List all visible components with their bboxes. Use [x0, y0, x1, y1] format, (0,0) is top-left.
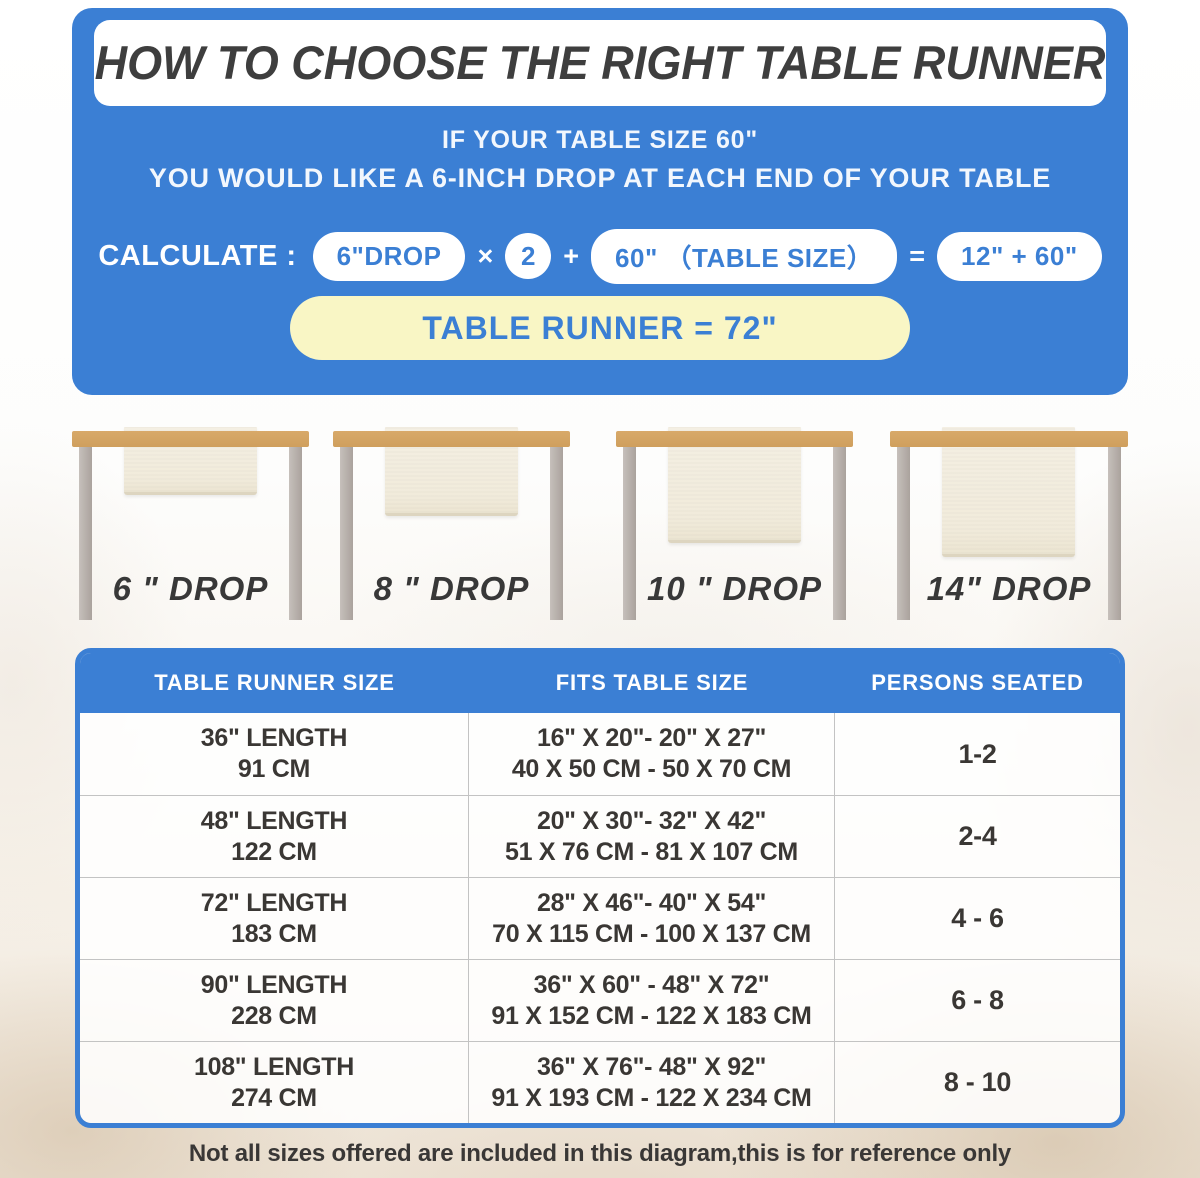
table-leg	[833, 447, 846, 620]
equals-sign: =	[909, 240, 926, 271]
runner-size-cell: 90" LENGTH 228 CM	[80, 960, 469, 1041]
result-pill: TABLE RUNNER = 72"	[290, 296, 910, 360]
table-figure-6-inch: 6 " DROP	[72, 427, 309, 627]
runner-size-inches: 36" LENGTH	[200, 724, 348, 752]
table-size-pill: 60" （TABLE SIZE）	[591, 228, 898, 284]
header-fits-table-size: FITS TABLE SIZE	[555, 670, 749, 695]
table-row: 72" LENGTH 183 CM 28" X 46"- 40" X 54" 7…	[80, 877, 1120, 959]
persons-value: 2-4	[958, 821, 997, 851]
table-row: 108" LENGTH 274 CM 36" X 76"- 48" X 92" …	[80, 1041, 1120, 1123]
runner-size-cell: 72" LENGTH 183 CM	[80, 878, 469, 959]
fits-size-cm: 91 X 193 CM - 122 X 234 CM	[491, 1083, 812, 1112]
size-table-header: TABLE RUNNER SIZE FITS TABLE SIZE PERSON…	[80, 653, 1120, 713]
table-row: 36" LENGTH 91 CM 16" X 20"- 20" X 27" 40…	[80, 713, 1120, 795]
tabletop	[616, 431, 853, 447]
size-reference-table: TABLE RUNNER SIZE FITS TABLE SIZE PERSON…	[75, 648, 1125, 1128]
fits-size-cell: 28" X 46"- 40" X 54" 70 X 115 CM - 100 X…	[469, 878, 836, 959]
persons-cell: 1-2	[835, 713, 1120, 795]
runner-size-cell: 108" LENGTH 274 CM	[80, 1042, 469, 1123]
result-text: TABLE RUNNER = 72"	[422, 309, 778, 346]
title-box: HOW TO CHOOSE THE RIGHT TABLE RUNNER	[94, 20, 1106, 106]
persons-value: 6 - 8	[951, 985, 1004, 1015]
plus-sign: +	[563, 240, 580, 271]
fits-size-inches: 36" X 76"- 48" X 92"	[536, 1052, 767, 1081]
runner-size-cm: 183 CM	[231, 919, 317, 948]
table-leg	[1108, 447, 1121, 620]
runner-size-cm: 91 CM	[237, 755, 311, 783]
fits-size-inches: 28" X 46"- 40" X 54"	[536, 888, 767, 917]
fits-size-cm: 91 X 152 CM - 122 X 183 CM	[491, 1001, 812, 1030]
table-figure-14-inch: 14" DROP	[890, 427, 1128, 627]
fits-size-cm: 40 X 50 CM - 50 X 70 CM	[511, 755, 792, 783]
runner-size-cm: 228 CM	[231, 1001, 317, 1030]
fits-size-inches: 20" X 30"- 32" X 42"	[536, 806, 767, 835]
fits-size-cell: 36" X 76"- 48" X 92" 91 X 193 CM - 122 X…	[469, 1042, 836, 1123]
runner-size-cell: 36" LENGTH 91 CM	[80, 713, 469, 795]
runner-illustration	[942, 427, 1075, 557]
calculation-row: CALCULATE : 6"DROP × 2 + 60" （TABLE SIZE…	[72, 228, 1128, 284]
persons-value: 4 - 6	[951, 903, 1004, 933]
calculate-label: CALCULATE :	[98, 239, 297, 272]
runner-size-cm: 274 CM	[231, 1083, 317, 1112]
disclaimer-note: Not all sizes offered are included in th…	[188, 1140, 1012, 1167]
drop-value-pill: 6"DROP	[312, 231, 466, 281]
fits-size-cell: 20" X 30"- 32" X 42" 51 X 76 CM - 81 X 1…	[469, 796, 836, 877]
persons-value: 1-2	[958, 738, 997, 769]
fits-size-cell: 36" X 60" - 48" X 72" 91 X 152 CM - 122 …	[469, 960, 836, 1041]
runner-size-cell: 48" LENGTH 122 CM	[80, 796, 469, 877]
runner-size-inches: 48" LENGTH	[200, 806, 348, 835]
table-figure-8-inch: 8 " DROP	[333, 427, 570, 627]
sum-pill: 12" + 60"	[937, 231, 1102, 281]
drop-label: 8 " DROP	[373, 570, 530, 607]
table-figure-10-inch: 10 " DROP	[616, 427, 853, 627]
multiply-sign: ×	[477, 240, 494, 271]
runner-size-inches: 90" LENGTH	[200, 970, 348, 999]
table-row: 48" LENGTH 122 CM 20" X 30"- 32" X 42" 5…	[80, 795, 1120, 877]
table-leg	[550, 447, 563, 620]
fits-size-cm: 51 X 76 CM - 81 X 107 CM	[505, 837, 798, 866]
header-persons-seated: PERSONS SEATED	[871, 670, 1084, 695]
page-title: HOW TO CHOOSE THE RIGHT TABLE RUNNER	[94, 35, 1106, 90]
tabletop	[72, 431, 309, 447]
header-runner-size: TABLE RUNNER SIZE	[154, 670, 395, 695]
runner-size-cm: 122 CM	[231, 837, 317, 866]
fits-size-cell: 16" X 20"- 20" X 27" 40 X 50 CM - 50 X 7…	[469, 713, 836, 795]
table-leg	[623, 447, 636, 620]
persons-cell: 4 - 6	[835, 878, 1120, 959]
fits-size-inches: 36" X 60" - 48" X 72"	[533, 970, 770, 999]
subtitle-line-1: IF YOUR TABLE SIZE 60"	[441, 126, 759, 154]
drop-label: 14" DROP	[926, 570, 1092, 607]
table-row: 90" LENGTH 228 CM 36" X 60" - 48" X 72" …	[80, 959, 1120, 1041]
persons-cell: 6 - 8	[835, 960, 1120, 1041]
tabletop	[333, 431, 570, 447]
subtitle-line-2: YOU WOULD LIKE A 6-INCH DROP AT EACH END…	[148, 163, 1052, 193]
fits-size-inches: 16" X 20"- 20" X 27"	[536, 724, 767, 752]
persons-cell: 2-4	[835, 796, 1120, 877]
persons-value: 8 - 10	[943, 1067, 1012, 1097]
multiplier-pill: 2	[505, 233, 552, 279]
table-leg	[340, 447, 353, 620]
runner-size-inches: 108" LENGTH	[193, 1052, 354, 1081]
size-table-body: 36" LENGTH 91 CM 16" X 20"- 20" X 27" 40…	[80, 713, 1120, 1123]
fits-size-cm: 70 X 115 CM - 100 X 137 CM	[492, 919, 811, 948]
tabletop	[890, 431, 1128, 447]
runner-size-inches: 72" LENGTH	[200, 888, 348, 917]
header-banner: HOW TO CHOOSE THE RIGHT TABLE RUNNER IF …	[72, 8, 1128, 395]
table-leg	[79, 447, 92, 620]
drop-label: 6 " DROP	[112, 570, 269, 607]
table-leg	[289, 447, 302, 620]
persons-cell: 8 - 10	[835, 1042, 1120, 1123]
table-leg	[897, 447, 910, 620]
drop-label: 10 " DROP	[646, 570, 823, 607]
